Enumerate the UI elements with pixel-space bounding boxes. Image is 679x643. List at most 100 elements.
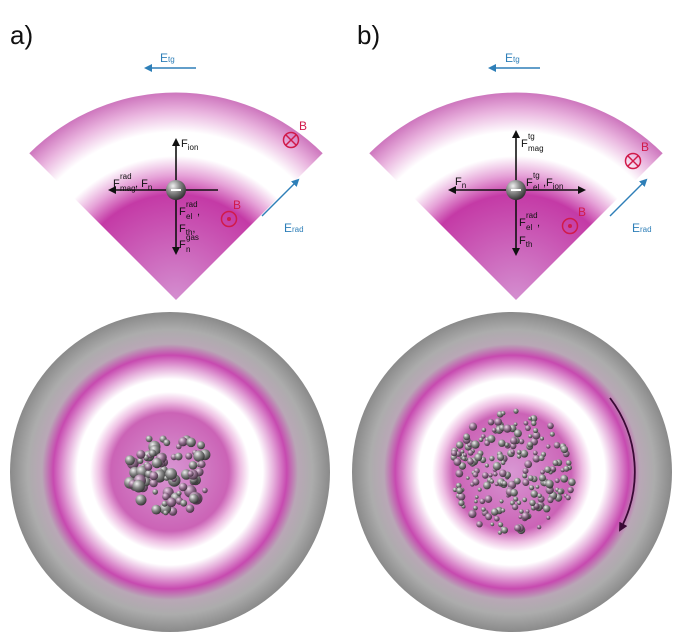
dust-grain	[494, 481, 499, 487]
dust-grain	[547, 496, 554, 504]
svg-text:tg: tg	[533, 171, 540, 180]
dust-grain	[188, 493, 199, 504]
b-field-into-page-icon-a: B	[282, 119, 307, 149]
dust-grain	[535, 485, 540, 489]
dust-grain	[466, 476, 470, 480]
dust-grain	[554, 478, 560, 484]
dust-grain	[546, 444, 551, 449]
dust-grain	[458, 500, 465, 507]
dust-grain	[481, 434, 486, 439]
dust-grain	[540, 469, 545, 475]
dust-grain	[550, 466, 556, 472]
dust-grain	[475, 495, 479, 499]
dust-grain	[491, 508, 499, 516]
dust-grain	[161, 500, 168, 507]
dust-grain	[471, 440, 480, 449]
svg-text:tg: tg	[528, 132, 535, 141]
dust-grain	[457, 492, 466, 501]
dust-grain	[514, 524, 522, 532]
dust-grain	[487, 419, 495, 426]
dust-grain	[463, 452, 467, 457]
dust-grain	[499, 469, 507, 478]
dust-grain	[553, 441, 561, 449]
svg-text:mag: mag	[120, 184, 136, 193]
dust-grain	[473, 505, 478, 511]
svg-text:F: F	[521, 138, 528, 150]
dust-grain	[521, 512, 530, 520]
dust-grain	[493, 471, 498, 477]
dust-grain	[540, 436, 544, 441]
dust-grain	[468, 422, 478, 431]
rotation-arrow-icon	[609, 397, 636, 532]
force-label-down-b: F rad el , Fth	[519, 211, 540, 249]
dust-grain	[538, 474, 546, 482]
dust-grain	[522, 497, 528, 503]
dust-grain	[537, 493, 542, 499]
dust-grain	[531, 420, 537, 426]
dust-grain	[513, 496, 519, 502]
dust-grain	[499, 499, 504, 504]
plasma-disc-b	[352, 312, 672, 632]
b-field-into-page-icon-b: B	[624, 140, 649, 170]
dust-grain	[565, 495, 571, 501]
dust-grain	[498, 439, 506, 447]
dust-grain	[497, 453, 505, 461]
dust-grain	[513, 422, 518, 426]
svg-text:F: F	[179, 239, 186, 251]
dust-cluster-dispersed	[450, 408, 576, 535]
dust-grain	[467, 442, 472, 448]
dust-grain	[185, 452, 193, 460]
dust-grain	[468, 509, 477, 519]
dust-grain	[455, 469, 464, 478]
dust-grain	[504, 442, 509, 448]
e-tangential-label-b: Etg	[505, 51, 520, 65]
dust-grain	[492, 462, 502, 471]
dust-grain	[549, 431, 555, 437]
dust-grain	[456, 487, 464, 495]
b-label-in-a: B	[299, 119, 307, 133]
dust-grain	[522, 479, 530, 486]
dust-grain	[166, 497, 177, 508]
dust-grain	[479, 498, 486, 505]
dust-grain	[532, 454, 541, 463]
dust-grain	[501, 508, 506, 513]
dust-grain	[545, 479, 554, 489]
b-label-in-b: B	[641, 140, 649, 154]
dust-grain	[510, 488, 518, 497]
e-radial-arrow-b: Erad	[609, 178, 652, 235]
svg-text:el: el	[186, 212, 192, 221]
svg-text:F: F	[113, 178, 120, 190]
dust-grain	[567, 486, 574, 494]
dust-grain	[472, 471, 479, 478]
dust-cluster-dense	[124, 435, 211, 516]
dust-grain	[467, 458, 474, 465]
e-radial-label-a: Erad	[284, 221, 304, 235]
dust-grain	[501, 526, 508, 534]
dust-grain	[510, 500, 515, 506]
dust-grain	[557, 488, 564, 495]
dust-grain	[544, 466, 552, 473]
dust-grain	[489, 455, 495, 462]
dust-grain	[483, 481, 491, 490]
dust-grain	[178, 437, 188, 447]
dust-grain	[524, 460, 533, 469]
dust-grain	[197, 441, 205, 450]
panel-label-b: b)	[357, 20, 380, 50]
svg-text:el: el	[526, 223, 532, 232]
dust-grain	[518, 438, 525, 445]
svg-text:gas: gas	[186, 233, 199, 242]
dust-grain	[568, 478, 576, 486]
dust-grain	[467, 449, 474, 456]
dust-grain	[530, 490, 538, 498]
svg-text:Fth,: Fth,	[179, 223, 195, 237]
dust-grain	[523, 420, 529, 426]
dust-grain	[532, 431, 541, 440]
panel-b: b) Etg Erad B B	[352, 20, 672, 632]
dust-grain	[452, 487, 458, 493]
e-radial-label-b: Erad	[632, 221, 652, 235]
svg-text:rad: rad	[186, 200, 198, 209]
dust-grain	[489, 479, 495, 484]
dust-grain	[525, 425, 531, 431]
dust-grain	[152, 489, 158, 495]
